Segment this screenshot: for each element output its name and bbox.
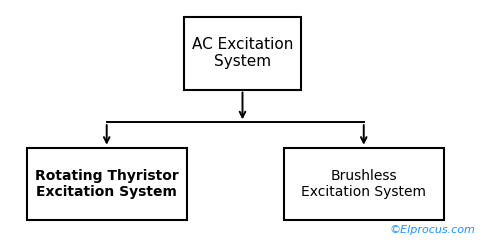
- Bar: [283, 148, 443, 220]
- Text: AC Excitation
System: AC Excitation System: [191, 37, 293, 69]
- Bar: [184, 17, 300, 90]
- Text: ©Elprocus.com: ©Elprocus.com: [389, 225, 474, 235]
- Text: Brushless
Excitation System: Brushless Excitation System: [301, 169, 425, 199]
- Text: Rotating Thyristor
Excitation System: Rotating Thyristor Excitation System: [35, 169, 178, 199]
- Bar: [27, 148, 186, 220]
